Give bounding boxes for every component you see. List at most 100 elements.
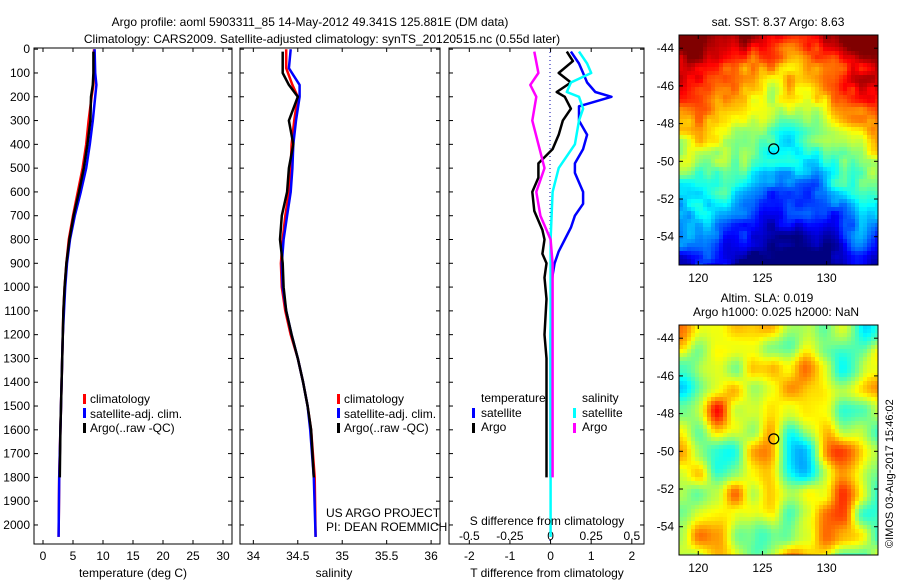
heatmap-cell (791, 393, 796, 398)
heatmap-cell (743, 207, 748, 212)
heatmap-cell (751, 103, 756, 108)
heatmap-cell (839, 227, 844, 232)
heatmap-cell (771, 119, 776, 124)
heatmap-cell (847, 67, 852, 72)
heatmap-cell (819, 251, 824, 256)
heatmap-cell (779, 131, 784, 136)
heatmap-cell (807, 433, 812, 438)
heatmap-cell (779, 441, 784, 446)
heatmap-cell (803, 183, 808, 188)
heatmap-cell (723, 461, 728, 466)
heatmap-cell (735, 255, 740, 260)
heatmap-cell (743, 251, 748, 256)
heatmap-cell (847, 139, 852, 144)
heatmap-cell (815, 131, 820, 136)
heatmap-cell (703, 357, 708, 362)
heatmap-cell (711, 143, 716, 148)
heatmap-cell (723, 43, 728, 48)
heatmap-cell (779, 79, 784, 84)
heatmap-cell (735, 445, 740, 450)
heatmap-cell (767, 223, 772, 228)
heatmap-cell (819, 155, 824, 160)
heatmap-cell (807, 393, 812, 398)
heatmap-cell (711, 151, 716, 156)
heatmap-cell (807, 381, 812, 386)
heatmap-cell (831, 63, 836, 68)
heatmap-cell (763, 47, 768, 52)
heatmap-cell (719, 103, 724, 108)
heatmap-cell (751, 325, 756, 330)
heatmap-cell (847, 87, 852, 92)
heatmap-cell (819, 187, 824, 192)
legend-swatch-t-satellite (472, 408, 475, 418)
heatmap-cell (863, 449, 868, 454)
heatmap-cell (799, 259, 804, 264)
heatmap-cell (819, 325, 824, 330)
heatmap-cell (747, 417, 752, 422)
heatmap-cell (799, 457, 804, 462)
heatmap-cell (703, 131, 708, 136)
heatmap-cell (743, 401, 748, 406)
heatmap-cell (743, 421, 748, 426)
heatmap-cell (763, 207, 768, 212)
heatmap-cell (715, 231, 720, 236)
heatmap-cell (727, 67, 732, 72)
heatmap-cell (823, 231, 828, 236)
heatmap-cell (775, 437, 780, 442)
heatmap-cell (771, 103, 776, 108)
heatmap-cell (843, 111, 848, 116)
heatmap-cell (863, 159, 868, 164)
heatmap-cell (731, 361, 736, 366)
heatmap-cell (707, 187, 712, 192)
heatmap-cell (803, 151, 808, 156)
legend-swatch-argo (337, 423, 340, 433)
heatmap-cell (735, 187, 740, 192)
heatmap-cell (691, 187, 696, 192)
heatmap-cell (791, 413, 796, 418)
heatmap-cell (839, 211, 844, 216)
heatmap-cell (863, 333, 868, 338)
heatmap-cell (695, 381, 700, 386)
heatmap-cell (743, 111, 748, 116)
heatmap-cell (867, 131, 872, 136)
heatmap-cell (871, 377, 876, 382)
heatmap-cell (747, 357, 752, 362)
heatmap-cell (835, 143, 840, 148)
heatmap-cell (819, 259, 824, 264)
heatmap-cell (679, 385, 684, 390)
heatmap-cell (803, 123, 808, 128)
heatmap-cell (867, 377, 872, 382)
heatmap-cell (743, 179, 748, 184)
heatmap-cell (847, 227, 852, 232)
heatmap-cell (851, 445, 856, 450)
heatmap-cell (683, 135, 688, 140)
heatmap-cell (871, 203, 876, 208)
heatmap-cell (695, 199, 700, 204)
heatmap-cell (679, 333, 684, 338)
heatmap-cell (875, 219, 878, 224)
heatmap-cell (751, 333, 756, 338)
heatmap-cell (867, 139, 872, 144)
heatmap-cell (763, 151, 768, 156)
heatmap-cell (827, 239, 832, 244)
heatmap-cell (867, 147, 872, 152)
heatmap-cell (679, 421, 684, 426)
heatmap-cell (835, 147, 840, 152)
heatmap-cell (823, 465, 828, 470)
heatmap-cell (783, 111, 788, 116)
heatmap-cell (839, 377, 844, 382)
heatmap-cell (727, 401, 732, 406)
heatmap-cell (783, 119, 788, 124)
heatmap-cell (699, 35, 704, 40)
heatmap-cell (823, 171, 828, 176)
heatmap-cell (703, 75, 708, 80)
heatmap-cell (871, 119, 876, 124)
heatmap-cell (679, 405, 684, 410)
heatmap-cell (715, 453, 720, 458)
heatmap-cell (751, 385, 756, 390)
heatmap-cell (859, 369, 864, 374)
heatmap-cell (715, 215, 720, 220)
heatmap-cell (835, 63, 840, 68)
heatmap-cell (711, 103, 716, 108)
heatmap-cell (771, 39, 776, 44)
